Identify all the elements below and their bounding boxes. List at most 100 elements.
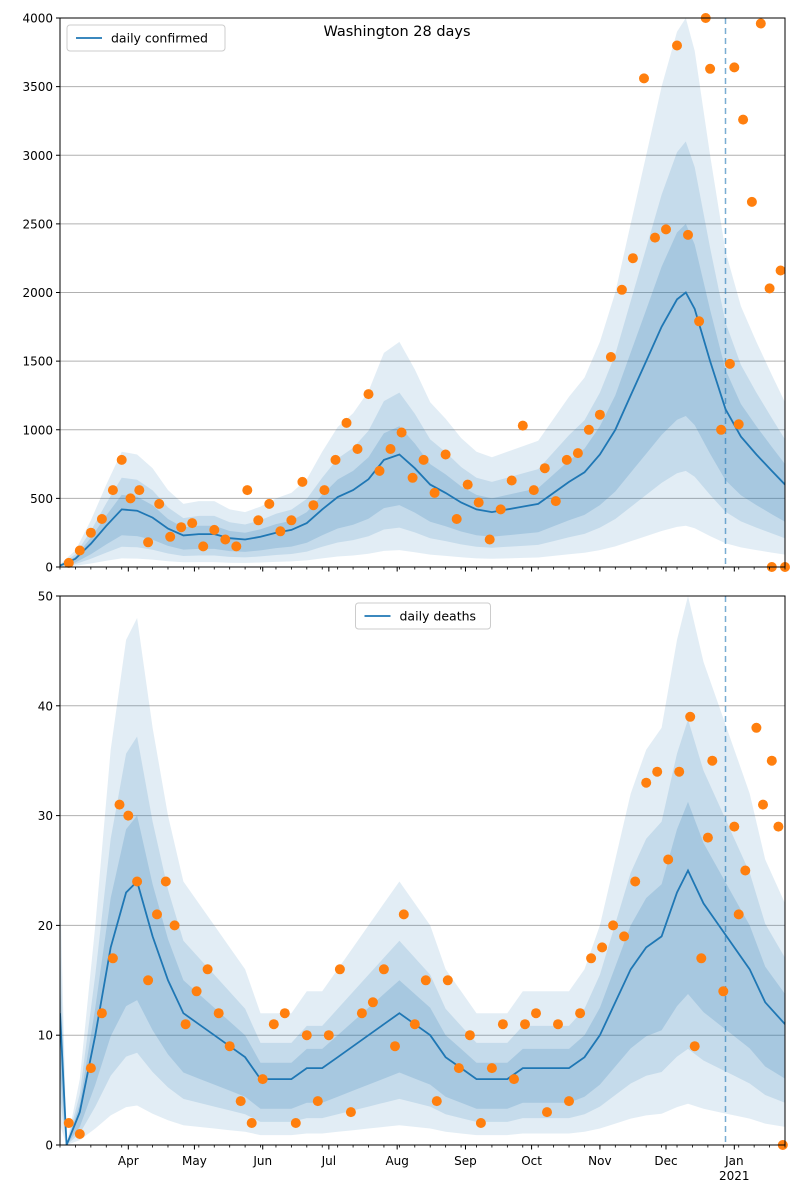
data-point xyxy=(740,865,751,876)
data-point xyxy=(74,1129,85,1139)
data-point xyxy=(473,497,484,508)
y-tick-label: 10 xyxy=(38,1029,53,1043)
data-point xyxy=(531,1008,541,1019)
data-point xyxy=(429,487,440,498)
data-point xyxy=(650,232,660,243)
y-tick-label: 1000 xyxy=(22,423,53,437)
data-point xyxy=(378,964,389,975)
data-point xyxy=(775,265,786,276)
series-line xyxy=(60,291,785,567)
data-point xyxy=(268,1019,279,1030)
data-point xyxy=(125,493,136,504)
data-point xyxy=(718,986,729,997)
data-point xyxy=(235,1096,246,1107)
data-point xyxy=(257,1074,268,1085)
data-point xyxy=(107,953,118,964)
y-tick-label: 500 xyxy=(30,492,53,506)
y-tick-label: 50 xyxy=(38,590,53,604)
legend: daily deaths xyxy=(355,602,491,630)
data-point xyxy=(330,454,341,465)
x-tick-label: May xyxy=(182,1154,207,1168)
data-point xyxy=(209,524,220,535)
data-point xyxy=(279,1008,290,1019)
data-point xyxy=(407,472,418,483)
y-tick-label: 0 xyxy=(45,561,53,575)
data-point xyxy=(506,475,517,486)
data-point xyxy=(356,1008,367,1019)
data-point xyxy=(751,722,762,733)
data-point xyxy=(213,1008,224,1019)
data-point xyxy=(766,755,777,766)
y-tick-label: 1500 xyxy=(22,355,53,369)
data-point xyxy=(475,1118,486,1128)
data-point xyxy=(180,1019,191,1030)
data-point xyxy=(641,777,652,788)
data-point xyxy=(202,964,213,975)
data-point xyxy=(143,537,154,548)
data-point xyxy=(764,283,775,294)
data-point xyxy=(442,975,453,986)
data-point xyxy=(253,515,264,526)
data-point xyxy=(586,953,597,964)
data-point xyxy=(564,1096,574,1107)
data-point xyxy=(198,541,209,552)
data-point xyxy=(550,496,561,507)
data-point xyxy=(733,419,744,430)
data-point xyxy=(323,1030,334,1041)
data-point xyxy=(509,1074,519,1085)
data-point xyxy=(231,541,242,552)
data-point xyxy=(431,1096,442,1107)
data-point xyxy=(619,931,630,942)
data-point xyxy=(220,534,231,545)
data-point xyxy=(352,444,363,454)
data-point xyxy=(96,514,107,524)
data-point xyxy=(396,427,407,438)
y-tick-label: 40 xyxy=(38,699,53,713)
data-point xyxy=(484,534,495,545)
data-point xyxy=(385,444,396,454)
x-tick-label: Dec xyxy=(654,1154,677,1168)
data-point xyxy=(674,766,685,777)
data-point xyxy=(486,1063,497,1074)
data-point xyxy=(705,63,716,74)
data-point xyxy=(440,449,451,460)
data-point xyxy=(290,1118,301,1128)
uncertainty-band xyxy=(60,18,785,567)
data-point xyxy=(597,942,608,953)
data-point xyxy=(301,1030,312,1041)
data-point xyxy=(224,1041,235,1052)
data-point xyxy=(694,316,705,327)
y-tick-label: 3500 xyxy=(22,80,53,94)
data-point xyxy=(605,352,616,362)
legend: daily confirmed xyxy=(66,24,226,52)
data-point xyxy=(143,975,154,986)
data-point xyxy=(363,389,374,400)
data-point xyxy=(451,514,462,524)
data-point xyxy=(520,1019,530,1030)
data-point xyxy=(319,485,330,496)
data-point xyxy=(169,920,180,931)
deaths-panel: 0 10 20 30 40 50 Apr May Jun Jul Aug Sep Oct Nov Dec Ja… xyxy=(38,590,788,1183)
data-point xyxy=(696,953,707,964)
uncertainty-band xyxy=(60,223,785,567)
data-point xyxy=(528,485,539,496)
uncertainty-band xyxy=(60,801,785,1145)
data-point xyxy=(627,253,638,264)
data-point xyxy=(733,909,744,920)
axes-frame xyxy=(59,595,786,1146)
data-point xyxy=(724,358,735,369)
data-point xyxy=(176,522,187,533)
uncertainty-band xyxy=(60,141,785,567)
data-point xyxy=(191,986,202,997)
x-tick-label: Apr xyxy=(118,1154,139,1168)
data-point xyxy=(561,454,572,465)
data-point xyxy=(685,711,696,722)
y-tick-label: 3000 xyxy=(22,149,53,163)
x-tick-label: Nov xyxy=(588,1154,611,1168)
confirmed-panel: 0 500 1000 1500 2000 2500 3000 3500 4000 daily co… xyxy=(22,12,790,575)
data-point xyxy=(85,1063,96,1074)
data-point xyxy=(374,465,385,476)
data-point xyxy=(275,526,286,537)
